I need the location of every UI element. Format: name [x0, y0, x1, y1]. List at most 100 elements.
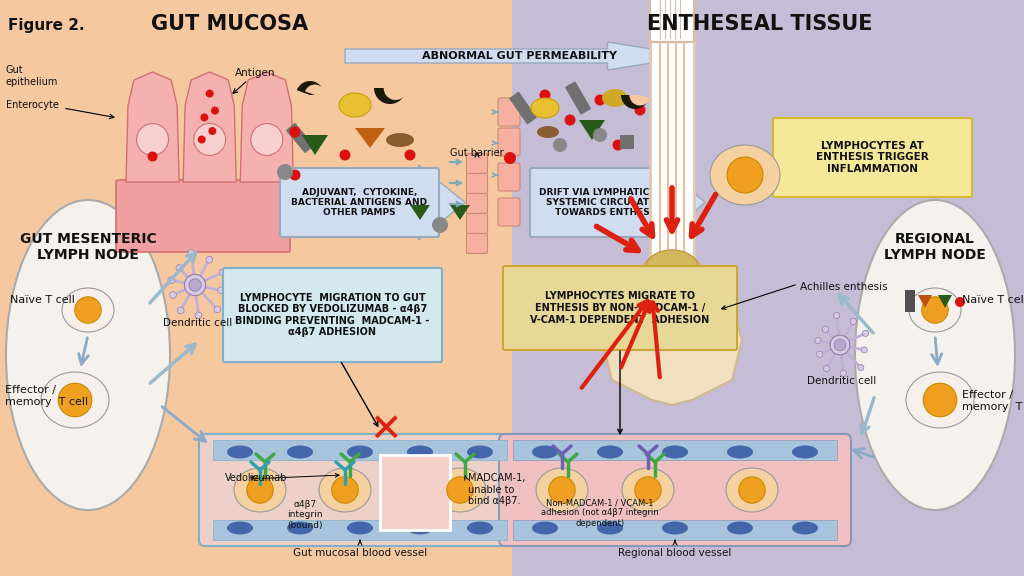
Circle shape — [332, 477, 358, 503]
Wedge shape — [384, 88, 407, 100]
Ellipse shape — [407, 521, 433, 535]
Ellipse shape — [407, 445, 433, 458]
Ellipse shape — [710, 145, 780, 205]
FancyBboxPatch shape — [467, 173, 487, 194]
Circle shape — [75, 297, 101, 323]
Text: Vedolizumab: Vedolizumab — [225, 473, 288, 483]
Circle shape — [340, 150, 350, 161]
Ellipse shape — [227, 521, 253, 535]
Circle shape — [432, 217, 449, 233]
Text: REGIONAL
LYMPH NODE: REGIONAL LYMPH NODE — [884, 232, 986, 262]
Text: GUT MUCOSA: GUT MUCOSA — [152, 14, 308, 34]
Polygon shape — [410, 205, 430, 220]
Ellipse shape — [339, 93, 371, 117]
Ellipse shape — [597, 445, 623, 458]
Text: Naïve T cell: Naïve T cell — [10, 295, 75, 305]
FancyBboxPatch shape — [499, 434, 851, 546]
Ellipse shape — [227, 445, 253, 458]
Ellipse shape — [597, 521, 623, 535]
Ellipse shape — [532, 521, 558, 535]
Circle shape — [861, 347, 867, 353]
Polygon shape — [355, 128, 385, 148]
Ellipse shape — [644, 250, 699, 290]
Circle shape — [924, 383, 956, 417]
Circle shape — [955, 297, 965, 307]
Circle shape — [170, 291, 176, 298]
Text: ✕: ✕ — [369, 411, 401, 449]
Text: MADCAM-1,
unable to
bind α4β7.: MADCAM-1, unable to bind α4β7. — [468, 473, 525, 506]
Text: Figure 2.: Figure 2. — [8, 18, 85, 33]
Text: Gut barrier: Gut barrier — [451, 148, 504, 158]
Circle shape — [858, 365, 864, 371]
Ellipse shape — [434, 468, 486, 512]
Wedge shape — [297, 81, 324, 95]
Polygon shape — [241, 72, 293, 182]
Circle shape — [58, 383, 92, 417]
Ellipse shape — [41, 372, 109, 428]
FancyBboxPatch shape — [650, 0, 694, 42]
FancyBboxPatch shape — [199, 434, 521, 546]
Text: Regional blood vessel: Regional blood vessel — [618, 548, 732, 558]
Text: LYMPHOCYTES MIGRATE TO
ENTHESIS BY NON-MADCAM-1 /
V-CAM-1 DEPENDENT  ADHESION: LYMPHOCYTES MIGRATE TO ENTHESIS BY NON-M… — [530, 291, 710, 325]
Ellipse shape — [234, 468, 286, 512]
FancyBboxPatch shape — [286, 123, 314, 153]
Circle shape — [635, 477, 662, 503]
FancyBboxPatch shape — [467, 194, 487, 214]
Circle shape — [612, 139, 624, 150]
Circle shape — [922, 297, 948, 323]
Bar — [512, 0, 1024, 576]
Circle shape — [504, 152, 516, 164]
FancyBboxPatch shape — [773, 118, 972, 197]
Text: Effector /
memory  T cell: Effector / memory T cell — [5, 385, 88, 407]
Ellipse shape — [662, 445, 688, 458]
Circle shape — [635, 104, 645, 116]
Ellipse shape — [6, 200, 170, 510]
Ellipse shape — [662, 521, 688, 535]
Circle shape — [822, 326, 828, 332]
Ellipse shape — [287, 445, 313, 458]
Circle shape — [218, 287, 224, 294]
Ellipse shape — [319, 468, 371, 512]
FancyBboxPatch shape — [565, 81, 591, 115]
Polygon shape — [126, 72, 179, 182]
Polygon shape — [183, 72, 237, 182]
Wedge shape — [621, 95, 648, 109]
Text: Enterocyte: Enterocyte — [6, 100, 58, 110]
Polygon shape — [918, 295, 932, 308]
Circle shape — [136, 124, 169, 156]
Circle shape — [219, 269, 226, 276]
Circle shape — [177, 307, 184, 314]
Circle shape — [816, 351, 822, 358]
Ellipse shape — [622, 468, 674, 512]
Text: LYMPHOCYTES AT
ENTHESIS TRIGGER
INFLAMMATION: LYMPHOCYTES AT ENTHESIS TRIGGER INFLAMMA… — [816, 141, 929, 174]
Ellipse shape — [287, 521, 313, 535]
Polygon shape — [302, 135, 328, 155]
Circle shape — [278, 164, 293, 180]
Ellipse shape — [855, 200, 1015, 510]
Ellipse shape — [727, 445, 753, 458]
Ellipse shape — [727, 521, 753, 535]
Text: Gut mucosal blood vessel: Gut mucosal blood vessel — [293, 548, 427, 558]
Text: LYMPHOCYTE  MIGRATION TO GUT
BLOCKED BY VEDOLIZUMAB - α4β7
BINDING PREVENTING  M: LYMPHOCYTE MIGRATION TO GUT BLOCKED BY V… — [236, 293, 430, 338]
Ellipse shape — [531, 98, 559, 118]
Text: Dendritic cell: Dendritic cell — [807, 376, 877, 386]
Ellipse shape — [602, 89, 628, 107]
Bar — [213, 520, 507, 540]
Circle shape — [290, 169, 300, 180]
Wedge shape — [305, 85, 326, 95]
Circle shape — [194, 124, 225, 156]
Polygon shape — [345, 42, 695, 70]
Polygon shape — [450, 205, 470, 220]
Text: Antigen: Antigen — [234, 68, 275, 78]
Circle shape — [815, 338, 821, 344]
FancyBboxPatch shape — [498, 163, 520, 191]
Bar — [0, 0, 512, 576]
FancyBboxPatch shape — [503, 266, 737, 350]
Circle shape — [251, 124, 283, 156]
Circle shape — [206, 90, 214, 97]
Text: Gut
epithelium: Gut epithelium — [6, 65, 58, 86]
Bar — [905, 290, 915, 312]
Circle shape — [208, 127, 216, 135]
FancyBboxPatch shape — [530, 168, 684, 237]
Circle shape — [595, 94, 605, 105]
